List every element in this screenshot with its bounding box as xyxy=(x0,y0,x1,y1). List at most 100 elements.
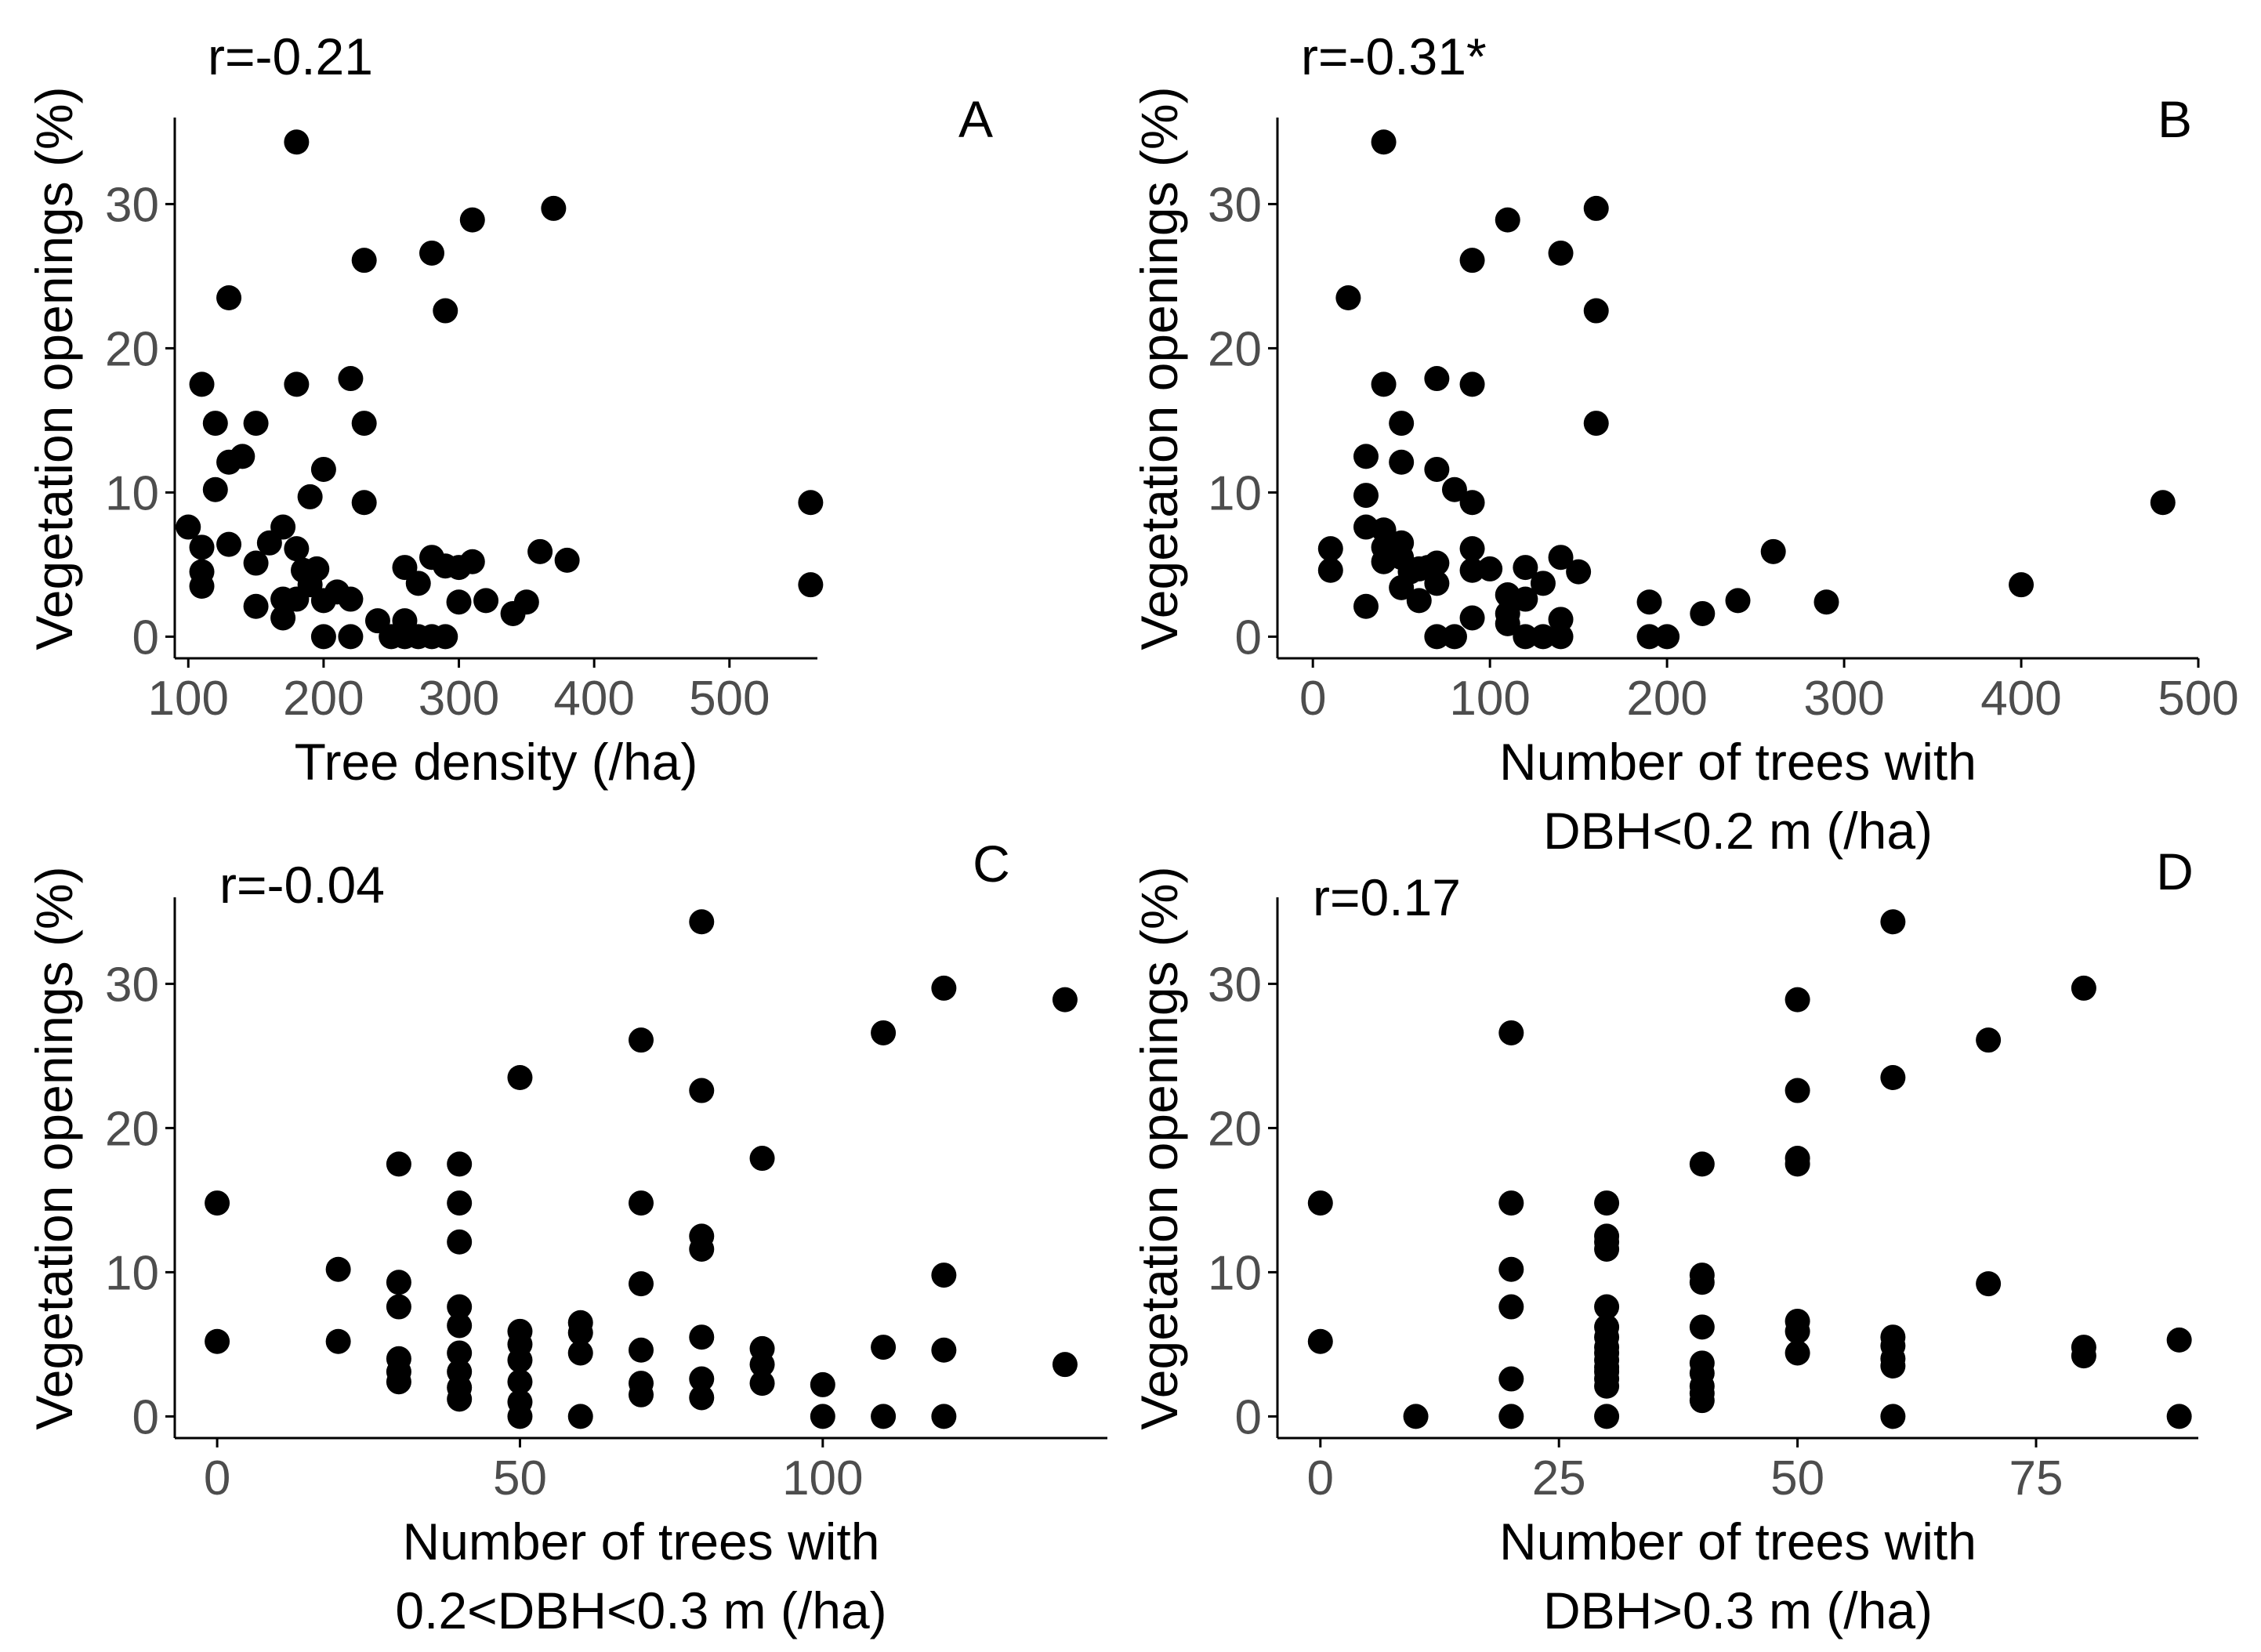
data-point xyxy=(2166,1327,2192,1353)
data-point xyxy=(1459,490,1485,516)
data-point xyxy=(1880,1065,1906,1090)
data-point xyxy=(1530,571,1556,596)
panel-letter: B xyxy=(2158,90,2192,148)
x-tick-label: 300 xyxy=(1803,672,1884,726)
x-axis-title: DBH>0.3 m (/ha) xyxy=(1543,1581,1933,1639)
data-point xyxy=(189,534,215,560)
data-point xyxy=(473,588,499,614)
y-axis-title: Vegetation openings (%) xyxy=(1130,86,1188,650)
data-point xyxy=(405,571,431,596)
y-tick-label: 30 xyxy=(105,958,159,1012)
data-point xyxy=(1548,545,1574,571)
data-point xyxy=(689,1324,715,1350)
x-tick-label: 50 xyxy=(493,1451,547,1505)
data-point xyxy=(243,593,269,619)
data-point xyxy=(1307,1190,1333,1216)
data-point xyxy=(1814,589,1839,615)
data-point xyxy=(1689,1314,1715,1340)
data-point xyxy=(1636,589,1662,615)
data-point xyxy=(1424,456,1450,482)
panel-letter: D xyxy=(2156,842,2194,900)
data-point xyxy=(1424,550,1450,576)
y-axis-title: Vegetation openings (%) xyxy=(1130,866,1188,1429)
x-axis-title: Number of trees with xyxy=(1499,1513,1977,1570)
x-axis-title: Number of trees with xyxy=(403,1513,880,1570)
data-point xyxy=(749,1371,775,1397)
data-point xyxy=(351,248,377,274)
correlation-label: r=-0.04 xyxy=(219,856,385,914)
data-point xyxy=(446,589,472,615)
data-point xyxy=(931,1337,957,1363)
x-tick-label: 400 xyxy=(553,672,634,726)
data-point xyxy=(243,550,269,576)
x-tick-label: 25 xyxy=(1532,1451,1586,1505)
data-point xyxy=(176,514,201,540)
data-point xyxy=(629,1337,654,1363)
data-point xyxy=(1594,1373,1620,1399)
data-point xyxy=(386,1294,411,1320)
data-point xyxy=(1785,1078,1810,1103)
y-tick-label: 10 xyxy=(105,1246,159,1300)
data-point xyxy=(2071,1343,2096,1369)
data-point xyxy=(931,1263,957,1288)
data-point xyxy=(447,1151,473,1177)
data-point xyxy=(1403,1404,1429,1429)
data-point xyxy=(871,1404,897,1429)
data-point xyxy=(567,1340,593,1366)
x-tick-label: 200 xyxy=(283,672,364,726)
data-point xyxy=(2166,1404,2192,1429)
y-tick-label: 20 xyxy=(105,1102,159,1156)
data-point xyxy=(513,589,539,615)
data-point xyxy=(419,240,444,266)
data-point xyxy=(629,1382,654,1407)
data-point xyxy=(1353,483,1379,509)
data-point xyxy=(189,574,215,599)
y-tick-label: 0 xyxy=(132,610,159,665)
data-point xyxy=(689,1366,715,1392)
data-point xyxy=(447,1229,473,1255)
data-point xyxy=(810,1404,835,1429)
data-point xyxy=(1689,1151,1715,1177)
data-point xyxy=(459,207,485,233)
data-point xyxy=(689,1385,715,1411)
data-point xyxy=(447,1313,473,1339)
data-point xyxy=(798,572,824,598)
data-point xyxy=(1353,593,1379,619)
data-point xyxy=(1654,624,1680,650)
data-point xyxy=(459,549,485,574)
data-point xyxy=(689,1078,715,1103)
data-point xyxy=(1548,240,1574,266)
x-tick-label: 100 xyxy=(1449,672,1530,726)
data-point xyxy=(527,538,553,564)
data-point xyxy=(567,1404,593,1429)
data-point xyxy=(1689,1270,1715,1295)
data-point xyxy=(1459,536,1485,562)
correlation-label: r=0.17 xyxy=(1313,868,1461,926)
data-point xyxy=(447,1294,473,1320)
data-point xyxy=(433,298,458,324)
data-point xyxy=(689,1236,715,1262)
x-tick-label: 0 xyxy=(1299,672,1326,726)
data-point xyxy=(810,1371,835,1397)
data-point xyxy=(447,1340,473,1366)
y-tick-label: 30 xyxy=(1208,958,1262,1012)
data-point xyxy=(1498,1256,1524,1282)
data-point xyxy=(1594,1236,1620,1262)
panel-letter: C xyxy=(973,835,1010,893)
panel-c: 0 10 20 30 0 50 100 Number of trees with 0.2<DBH… xyxy=(25,835,1107,1639)
data-point xyxy=(629,1190,654,1216)
data-point xyxy=(284,129,310,155)
x-tick-label: 0 xyxy=(204,1451,230,1505)
data-point xyxy=(1785,1151,1810,1177)
data-point xyxy=(386,1151,411,1177)
data-point xyxy=(1513,624,1538,650)
data-point xyxy=(1317,557,1343,583)
data-point xyxy=(1548,624,1574,650)
data-point xyxy=(1459,605,1485,631)
data-point xyxy=(1880,1353,1906,1378)
data-point xyxy=(1459,248,1485,274)
data-point xyxy=(1594,1190,1620,1216)
data-point xyxy=(304,556,330,581)
y-tick-label: 20 xyxy=(105,322,159,376)
data-point xyxy=(386,1369,411,1395)
